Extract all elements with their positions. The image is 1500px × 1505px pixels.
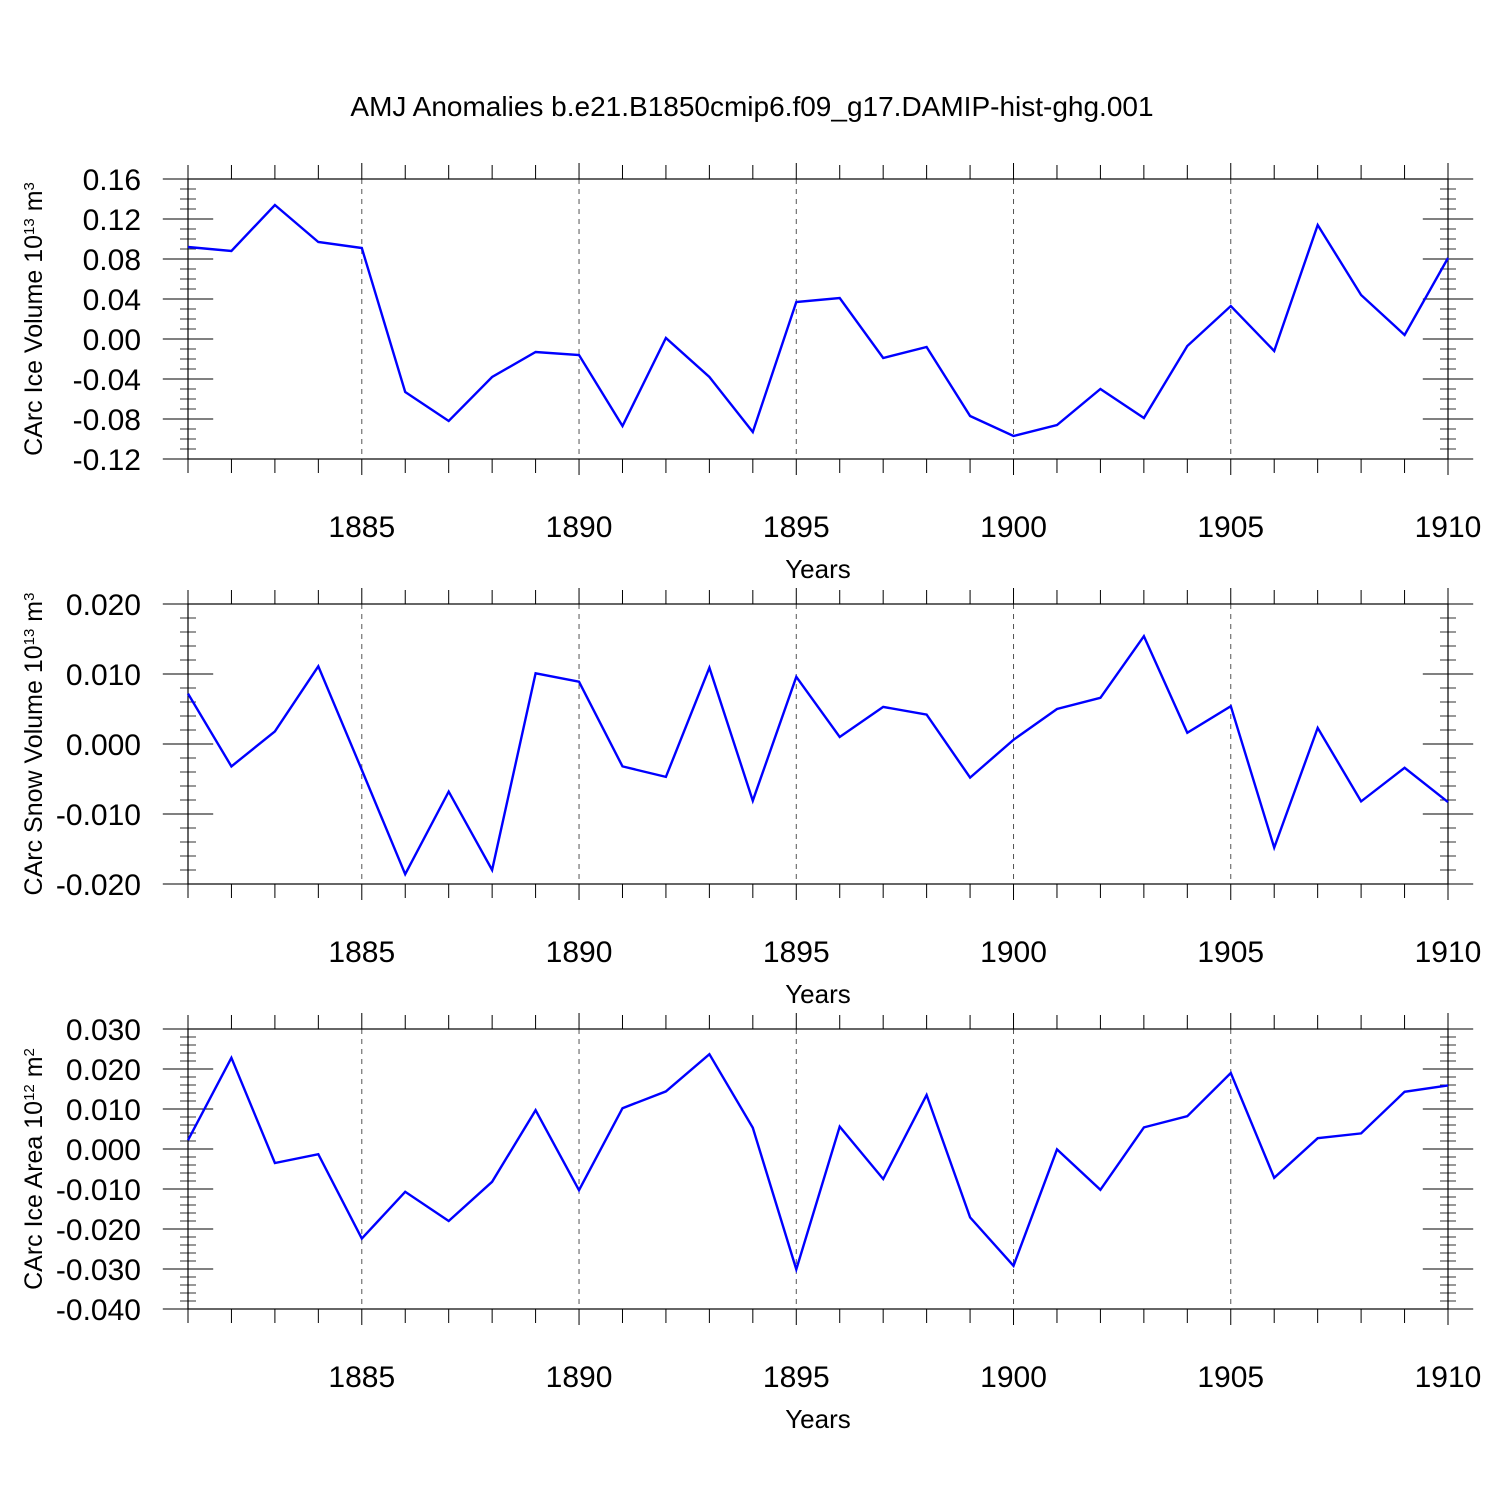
- y-axis-label: CArc Ice Volume 1013 m3: [20, 182, 48, 456]
- y-axis-label-superscript: 13: [21, 218, 38, 235]
- y-tick-label: 0.12: [83, 204, 141, 237]
- x-tick-label: 1895: [763, 511, 830, 544]
- x-tick-label: 1900: [980, 936, 1047, 969]
- x-axis-label: Years: [785, 1404, 851, 1434]
- y-tick-label: -0.12: [73, 444, 141, 477]
- y-tick-label: -0.010: [56, 1174, 141, 1207]
- y-axis-label: CArc Ice Area 1012 m2: [20, 1048, 48, 1290]
- x-tick-label: 1900: [980, 511, 1047, 544]
- x-tick-label: 1890: [546, 1361, 613, 1394]
- y-tick-label: 0.030: [66, 1014, 141, 1047]
- x-tick-label: 1885: [328, 511, 395, 544]
- x-tick-label: 1910: [1415, 936, 1482, 969]
- y-tick-label: -0.04: [73, 364, 141, 397]
- y-tick-label: 0.010: [66, 659, 141, 692]
- chart-panel-1: -0.12 -0.08 -0.04 0.00 0.04 0.08 0.12 0.16 1885 1…: [20, 163, 1481, 584]
- x-tick-label: 1905: [1197, 1361, 1264, 1394]
- figure-title: AMJ Anomalies b.e21.B1850cmip6.f09_g17.D…: [350, 91, 1153, 122]
- y-axis-label-part: CArc Ice Area 10: [20, 1101, 48, 1290]
- x-axis-label: Years: [785, 979, 851, 1009]
- y-axis-label-superscript: 12: [21, 1084, 38, 1101]
- y-axis-label-superscript: 2: [21, 1048, 38, 1056]
- y-axis-label-superscript: 13: [21, 629, 38, 646]
- series-line: [188, 636, 1448, 874]
- chart-panel-3: -0.040 -0.030 -0.020 -0.010 0.000 0.010 0.020 0…: [20, 1013, 1481, 1434]
- y-axis-label: CArc Snow Volume 1013 m3: [20, 593, 48, 896]
- plot-frame: [188, 604, 1448, 884]
- y-tick-label: 0.020: [66, 1054, 141, 1087]
- plot-frame: [188, 1029, 1448, 1309]
- y-axis-label-superscript: 3: [21, 182, 38, 190]
- y-tick-label: -0.020: [56, 1214, 141, 1247]
- y-tick-label: 0.020: [66, 589, 141, 622]
- y-tick-label: 0.04: [83, 284, 141, 317]
- x-tick-label: 1895: [763, 936, 830, 969]
- y-tick-label: 0.08: [83, 244, 141, 277]
- x-tick-label: 1910: [1415, 1361, 1482, 1394]
- series-line: [188, 1054, 1448, 1269]
- chart-panel-2: -0.020 -0.010 0.000 0.010 0.020 1885 1890 1895 1…: [20, 588, 1481, 1009]
- x-tick-label: 1885: [328, 936, 395, 969]
- x-tick-label: 1895: [763, 1361, 830, 1394]
- x-tick-label: 1910: [1415, 511, 1482, 544]
- x-tick-label: 1885: [328, 1361, 395, 1394]
- y-axis-label-superscript: 3: [21, 593, 38, 601]
- x-tick-label: 1890: [546, 511, 613, 544]
- y-axis-label-part: m: [20, 190, 48, 218]
- x-axis-label: Years: [785, 554, 851, 584]
- y-axis-label-part: CArc Snow Volume 10: [20, 645, 48, 895]
- plot-frame: [188, 179, 1448, 459]
- x-tick-label: 1905: [1197, 936, 1264, 969]
- y-tick-label: 0.010: [66, 1094, 141, 1127]
- y-axis-label-part: m: [20, 601, 48, 629]
- y-tick-label: -0.08: [73, 404, 141, 437]
- series-line: [188, 205, 1448, 436]
- y-tick-label: 0.000: [66, 729, 141, 762]
- x-tick-label: 1890: [546, 936, 613, 969]
- y-tick-label: -0.030: [56, 1254, 141, 1287]
- y-axis-label-part: CArc Ice Volume 10: [20, 235, 48, 456]
- y-tick-label: -0.010: [56, 799, 141, 832]
- y-tick-label: 0.16: [83, 164, 141, 197]
- y-tick-label: -0.020: [56, 869, 141, 902]
- y-tick-label: -0.040: [56, 1294, 141, 1327]
- x-tick-label: 1900: [980, 1361, 1047, 1394]
- y-tick-label: 0.00: [83, 324, 141, 357]
- x-tick-label: 1905: [1197, 511, 1264, 544]
- y-tick-label: 0.000: [66, 1134, 141, 1167]
- y-axis-label-part: m: [20, 1056, 48, 1084]
